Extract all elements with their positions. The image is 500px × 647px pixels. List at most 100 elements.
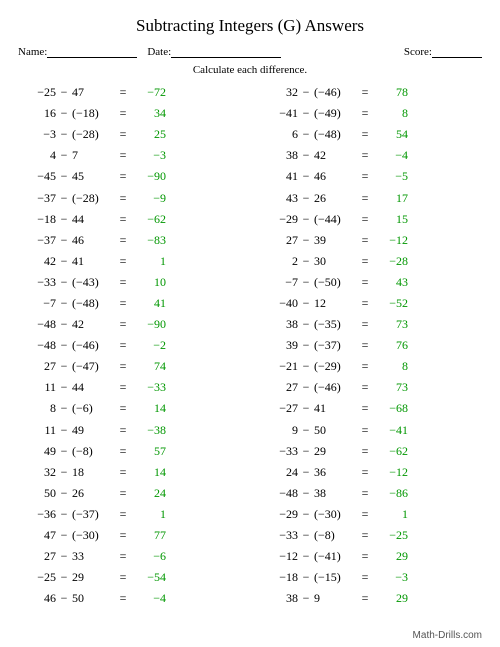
problem-row: 38−9=29 xyxy=(264,588,478,609)
problem-row: −40−12=−52 xyxy=(264,293,478,314)
answer: −41 xyxy=(374,423,408,438)
problem-row: 32−(−46)=78 xyxy=(264,82,478,103)
operand-b: (−47) xyxy=(72,359,114,374)
equals-sign: = xyxy=(356,465,374,480)
equals-sign: = xyxy=(356,549,374,564)
operand-b: (−41) xyxy=(314,549,356,564)
operand-a: 24 xyxy=(264,465,298,480)
operand-b: 18 xyxy=(72,465,114,480)
problem-row: 47−(−30)=77 xyxy=(22,525,236,546)
answer: 14 xyxy=(132,401,166,416)
operand-a: 27 xyxy=(22,359,56,374)
header-row: Name: Date: Score: xyxy=(18,46,482,58)
answer: −90 xyxy=(132,317,166,332)
operator-minus: − xyxy=(298,148,314,163)
answer: 43 xyxy=(374,275,408,290)
name-line xyxy=(47,46,137,58)
operand-b: (−29) xyxy=(314,359,356,374)
answer: 34 xyxy=(132,106,166,121)
operand-a: 2 xyxy=(264,254,298,269)
equals-sign: = xyxy=(114,338,132,353)
operator-minus: − xyxy=(56,401,72,416)
operand-b: 46 xyxy=(314,169,356,184)
operator-minus: − xyxy=(56,591,72,606)
operand-b: (−46) xyxy=(72,338,114,353)
operator-minus: − xyxy=(298,380,314,395)
answer: −54 xyxy=(132,570,166,585)
operand-b: (−18) xyxy=(72,106,114,121)
date-field: Date: xyxy=(147,46,281,58)
operand-b: 26 xyxy=(72,486,114,501)
operator-minus: − xyxy=(56,275,72,290)
operand-b: 38 xyxy=(314,486,356,501)
operand-b: 41 xyxy=(314,401,356,416)
operand-b: 42 xyxy=(314,148,356,163)
operand-b: 46 xyxy=(72,233,114,248)
operand-b: (−8) xyxy=(314,528,356,543)
operand-a: 32 xyxy=(264,85,298,100)
answer: 29 xyxy=(374,591,408,606)
equals-sign: = xyxy=(114,317,132,332)
problem-row: −25−29=−54 xyxy=(22,567,236,588)
name-field: Name: xyxy=(18,46,137,58)
equals-sign: = xyxy=(356,169,374,184)
operator-minus: − xyxy=(298,549,314,564)
operand-b: (−30) xyxy=(72,528,114,543)
operand-b: 36 xyxy=(314,465,356,480)
equals-sign: = xyxy=(356,528,374,543)
equals-sign: = xyxy=(114,106,132,121)
answer: 1 xyxy=(374,507,408,522)
equals-sign: = xyxy=(356,106,374,121)
operand-b: (−35) xyxy=(314,317,356,332)
operand-b: (−37) xyxy=(72,507,114,522)
equals-sign: = xyxy=(356,591,374,606)
equals-sign: = xyxy=(114,127,132,142)
right-column: 32−(−46)=78−41−(−49)=86−(−48)=5438−42=−4… xyxy=(264,82,478,609)
operand-a: −25 xyxy=(22,570,56,585)
answer: 54 xyxy=(374,127,408,142)
operand-a: −33 xyxy=(264,444,298,459)
operator-minus: − xyxy=(56,254,72,269)
operand-a: −7 xyxy=(22,296,56,311)
operator-minus: − xyxy=(298,106,314,121)
equals-sign: = xyxy=(356,380,374,395)
operand-a: 27 xyxy=(264,380,298,395)
operand-b: 26 xyxy=(314,191,356,206)
problem-row: 39−(−37)=76 xyxy=(264,335,478,356)
operator-minus: − xyxy=(56,296,72,311)
operand-b: (−49) xyxy=(314,106,356,121)
operator-minus: − xyxy=(56,338,72,353)
operand-a: 38 xyxy=(264,317,298,332)
equals-sign: = xyxy=(356,423,374,438)
operand-b: 47 xyxy=(72,85,114,100)
equals-sign: = xyxy=(356,233,374,248)
operand-b: (−30) xyxy=(314,507,356,522)
answer: −12 xyxy=(374,465,408,480)
equals-sign: = xyxy=(114,549,132,564)
operator-minus: − xyxy=(298,528,314,543)
operand-a: 38 xyxy=(264,148,298,163)
problem-row: 11−44=−33 xyxy=(22,377,236,398)
equals-sign: = xyxy=(114,233,132,248)
operand-a: −33 xyxy=(264,528,298,543)
equals-sign: = xyxy=(114,191,132,206)
operator-minus: − xyxy=(298,507,314,522)
operand-b: 29 xyxy=(72,570,114,585)
operand-a: −41 xyxy=(264,106,298,121)
problem-row: 16−(−18)=34 xyxy=(22,103,236,124)
operand-b: (−46) xyxy=(314,380,356,395)
operator-minus: − xyxy=(56,85,72,100)
operator-minus: − xyxy=(56,317,72,332)
equals-sign: = xyxy=(114,359,132,374)
operand-b: (−6) xyxy=(72,401,114,416)
operand-b: 44 xyxy=(72,380,114,395)
operand-a: −48 xyxy=(264,486,298,501)
problem-row: −36−(−37)=1 xyxy=(22,504,236,525)
operand-a: 43 xyxy=(264,191,298,206)
answer: 8 xyxy=(374,106,408,121)
answer: −72 xyxy=(132,85,166,100)
answer: 77 xyxy=(132,528,166,543)
operand-a: −18 xyxy=(264,570,298,585)
operator-minus: − xyxy=(298,591,314,606)
name-label: Name: xyxy=(18,46,47,58)
